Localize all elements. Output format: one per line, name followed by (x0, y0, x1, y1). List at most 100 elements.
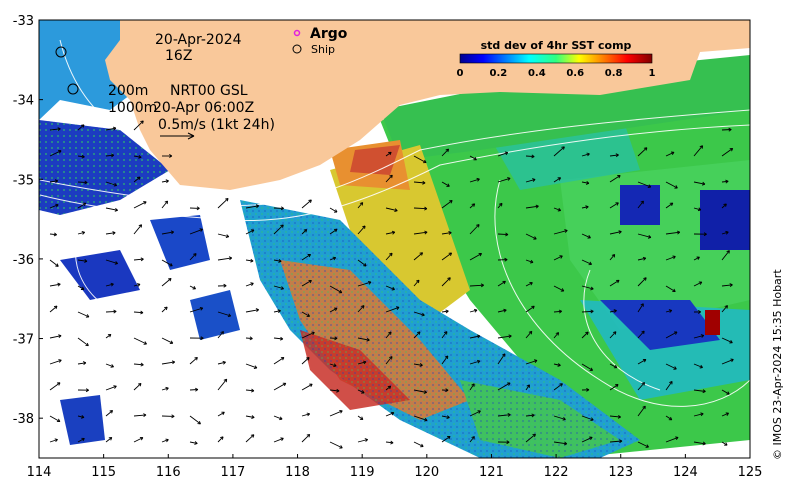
current-arrow (553, 383, 563, 391)
current-arrow-head (53, 305, 58, 310)
current-arrow (441, 200, 453, 209)
current-arrow-head (333, 228, 338, 233)
current-arrow-head (530, 259, 534, 264)
current-arrow-head (480, 283, 484, 288)
current-arrow-head (311, 331, 315, 336)
current-arrow (357, 389, 365, 394)
current-arrow-head (507, 177, 511, 181)
current-arrow (105, 363, 114, 368)
current-arrow (273, 415, 283, 420)
current-arrow-head (280, 206, 284, 211)
current-arrow-head (165, 438, 169, 443)
current-arrow-head (617, 175, 621, 179)
current-arrow-head (110, 364, 114, 368)
current-arrow-head (615, 384, 619, 388)
current-arrow-head (282, 382, 287, 387)
current-arrow (441, 415, 450, 419)
current-arrow (441, 436, 451, 443)
current-arrow-head (443, 331, 448, 335)
current-arrow (329, 285, 343, 294)
current-arrow (413, 311, 425, 316)
current-arrow (161, 259, 173, 267)
current-arrow-head (724, 442, 728, 446)
current-arrow-head (82, 202, 87, 207)
current-arrow (77, 231, 85, 235)
current-arrow-head (557, 363, 561, 367)
current-arrow-head (700, 412, 704, 417)
current-arrow-head (561, 146, 565, 150)
current-arrow-head (642, 358, 647, 363)
current-arrow-head (590, 309, 594, 314)
current-arrow (609, 440, 623, 443)
current-arrow-head (668, 416, 673, 421)
current-arrow-head (672, 255, 676, 260)
current-arrow (581, 285, 594, 290)
current-arrow (525, 359, 538, 365)
current-arrow-head (171, 360, 176, 365)
current-arrow (525, 259, 534, 263)
current-arrow-head (309, 383, 313, 388)
current-arrow (133, 311, 144, 314)
current-arrow (469, 360, 481, 365)
current-arrow-head (53, 232, 57, 237)
current-arrow-head (364, 438, 369, 442)
current-arrow (105, 334, 112, 339)
current-arrow (525, 233, 537, 240)
current-arrow-head (724, 305, 728, 309)
current-arrow (133, 363, 144, 366)
current-arrow (721, 250, 730, 261)
current-arrow-head (419, 363, 423, 367)
current-arrow (161, 180, 169, 183)
current-arrow (329, 307, 338, 313)
current-arrow (133, 283, 141, 287)
current-arrow (217, 436, 224, 443)
current-arrow (469, 224, 480, 235)
current-arrow (189, 415, 201, 425)
current-arrow (133, 383, 142, 391)
current-arrow-head (196, 206, 200, 211)
current-arrow (553, 363, 561, 366)
current-arrow (245, 205, 259, 209)
current-arrow-head (197, 421, 201, 425)
current-arrow (525, 331, 533, 339)
current-arrow-head (165, 386, 169, 391)
current-arrow (693, 389, 706, 392)
current-arrow-head (585, 331, 589, 336)
current-arrow (133, 176, 141, 183)
current-arrow (469, 155, 477, 161)
current-arrow (161, 387, 169, 391)
current-arrow-head (478, 252, 482, 257)
current-arrow-head (250, 434, 255, 438)
current-arrow-head (616, 279, 620, 284)
current-arrow (469, 410, 481, 417)
current-arrow (49, 128, 61, 131)
current-arrow-head (673, 331, 678, 335)
current-arrow-head (308, 279, 312, 284)
current-arrow-head (562, 416, 566, 421)
colorbar-tick-label: 0.6 (566, 68, 584, 79)
current-arrow (721, 337, 733, 344)
current-arrow-head (360, 305, 365, 309)
current-arrow-head (250, 229, 255, 233)
current-arrow (441, 355, 449, 365)
current-arrow-head (445, 148, 450, 153)
current-arrow-head (164, 306, 168, 311)
lon-tick-label: 114 (27, 465, 52, 480)
current-arrow-head (362, 360, 367, 365)
current-arrow-head (564, 229, 568, 233)
current-arrow-head (423, 159, 427, 164)
current-product-label: NRT00 GSL (170, 83, 248, 99)
colorbar-tick-label: 0.4 (528, 68, 546, 79)
current-arrow-head (725, 412, 729, 416)
current-arrow (357, 439, 368, 443)
date-label: 20-Apr-2024 (155, 32, 242, 48)
current-arrow (273, 437, 284, 443)
current-arrow (497, 309, 507, 313)
current-arrow (665, 202, 674, 209)
current-arrow (525, 178, 536, 183)
current-arrow (385, 412, 395, 417)
current-arrow-head (473, 156, 477, 161)
current-arrow (77, 362, 86, 365)
current-arrow-head (588, 261, 592, 266)
